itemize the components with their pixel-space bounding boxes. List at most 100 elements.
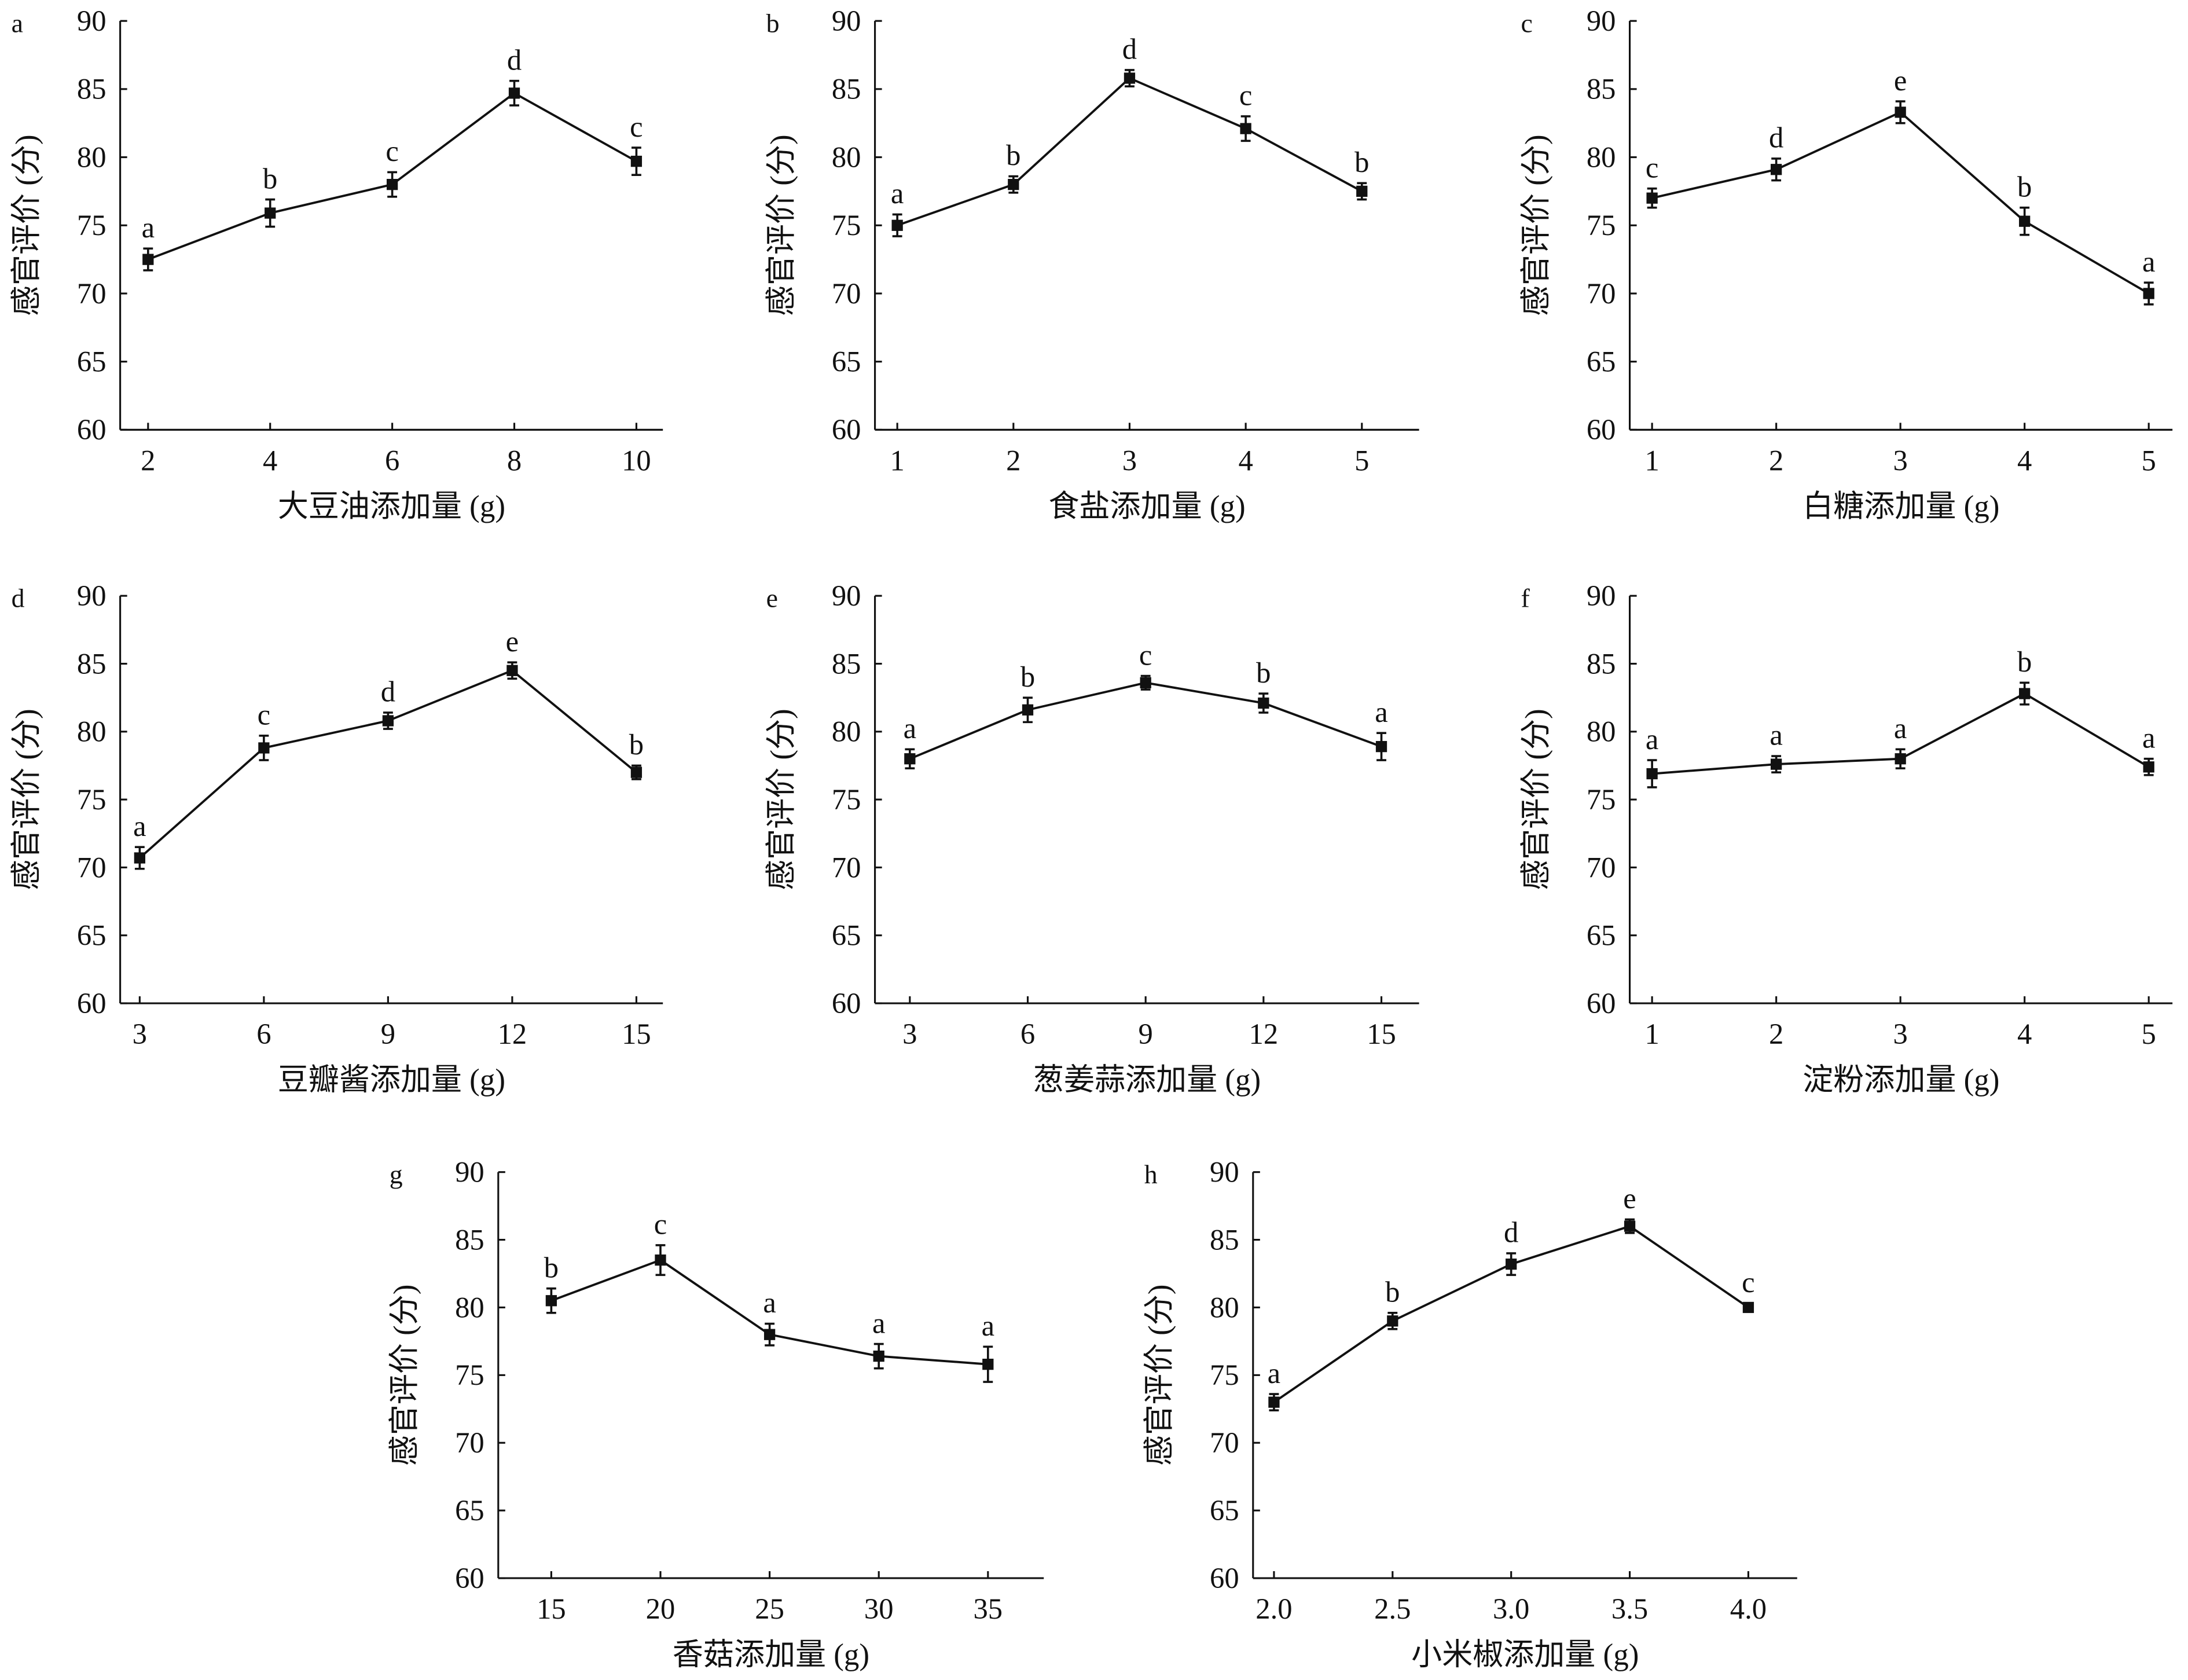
y-tick-label: 75 (1587, 209, 1616, 241)
significance-letter: b (544, 1251, 559, 1283)
x-tick-label: 4.0 (1730, 1593, 1767, 1625)
significance-letter: c (386, 135, 398, 167)
data-point (1140, 677, 1151, 688)
significance-letter: d (1769, 122, 1783, 154)
y-tick-label: 80 (1587, 141, 1616, 173)
x-tick-label: 35 (974, 1593, 1003, 1625)
x-tick-label: 3 (1893, 444, 1907, 476)
data-point (1258, 697, 1269, 709)
x-tick-label: 15 (537, 1593, 566, 1625)
y-tick-label: 85 (832, 647, 861, 680)
x-axis-label: 淀粉添加量 (g) (1802, 1063, 1999, 1096)
data-point (265, 207, 276, 219)
series-line (909, 681, 1382, 760)
y-tick-label: 90 (455, 1156, 484, 1189)
data-point (630, 155, 643, 167)
data-point (630, 766, 643, 778)
y-tick-label: 75 (1587, 783, 1616, 816)
significance-letter: b (1256, 656, 1271, 689)
y-tick-label: 90 (1210, 1156, 1239, 1189)
x-tick-label: 15 (622, 1018, 651, 1050)
significance-letter: b (2017, 645, 2032, 678)
y-tick-label: 85 (77, 647, 107, 680)
data-point (382, 715, 394, 727)
significance-letter: c (1239, 79, 1252, 112)
significance-letter: c (1646, 151, 1658, 184)
y-tick-label: 75 (1210, 1359, 1239, 1391)
x-tick-label: 5 (2142, 444, 2156, 476)
y-tick-label: 65 (1587, 919, 1616, 952)
y-tick-label: 80 (1587, 716, 1616, 748)
panel-label: b (766, 8, 780, 38)
y-axis-label: 感官评价 (分) (765, 134, 798, 316)
significance-letter: b (1020, 661, 1035, 693)
data-point (1022, 704, 1034, 716)
significance-letter: d (381, 676, 395, 708)
x-tick-label: 3 (1893, 1018, 1907, 1050)
data-point (506, 665, 518, 676)
y-tick-label: 80 (832, 141, 861, 173)
y-tick-label: 60 (1587, 413, 1616, 446)
y-axis-label: 感官评价 (分) (1143, 1285, 1176, 1466)
x-axis-label: 食盐添加量 (g) (1049, 490, 1246, 523)
x-tick-label: 12 (498, 1018, 527, 1050)
significance-letter: e (1894, 64, 1907, 97)
y-tick-label: 60 (77, 987, 107, 1019)
y-tick-label: 85 (832, 73, 861, 105)
x-tick-label: 3 (133, 1018, 147, 1050)
data-point (1375, 740, 1387, 753)
x-tick-label: 4 (2017, 1018, 2032, 1050)
y-tick-label: 70 (1587, 851, 1616, 883)
y-tick-label: 65 (455, 1494, 484, 1527)
x-tick-label: 25 (755, 1593, 784, 1625)
x-tick-label: 2.5 (1374, 1593, 1411, 1625)
significance-letter: a (763, 1286, 776, 1319)
significance-letter: b (263, 162, 277, 195)
x-axis-label: 白糖添加量 (g) (1802, 490, 1999, 523)
significance-letter: c (654, 1208, 667, 1241)
chart-panel-e: e 60 65 70 75 80 85 90 3 6 9 12 15 葱姜蒜添加量 (g) 感官评价 (分)… (765, 579, 1419, 1096)
y-tick-label: 70 (455, 1426, 484, 1459)
data-point (142, 254, 154, 265)
significance-letter: d (507, 43, 522, 76)
y-tick-label: 70 (1587, 277, 1616, 310)
significance-letter: a (1770, 719, 1782, 751)
y-tick-label: 70 (832, 851, 861, 883)
data-point (1008, 179, 1019, 190)
y-tick-label: 80 (455, 1291, 484, 1323)
significance-letter: a (1646, 723, 1658, 755)
x-tick-label: 3 (1122, 444, 1137, 476)
significance-letter: a (1894, 712, 1907, 744)
significance-letter: a (1375, 696, 1387, 728)
significance-letter: a (904, 712, 916, 744)
significance-letter: c (258, 699, 270, 731)
y-tick-label: 90 (832, 579, 861, 612)
data-point (1624, 1220, 1636, 1232)
x-tick-label: 4 (2017, 444, 2032, 476)
y-tick-label: 75 (77, 783, 107, 816)
x-tick-label: 4 (263, 444, 277, 476)
significance-letter: a (1268, 1357, 1280, 1389)
x-tick-label: 9 (381, 1018, 395, 1050)
y-tick-label: 90 (1587, 5, 1616, 37)
x-tick-label: 2 (1769, 1018, 1783, 1050)
x-tick-label: 1 (890, 444, 904, 476)
chart-panel-a: a 60 65 70 75 80 85 90 2 4 6 8 10 大豆油添加量 (g) 感官评价 (分) a… (10, 5, 663, 523)
data-point (904, 753, 916, 765)
significance-letter: c (1742, 1266, 1754, 1298)
y-tick-label: 60 (77, 413, 107, 446)
x-axis-label: 小米椒添加量 (g) (1411, 1638, 1639, 1671)
significance-letter: c (630, 111, 643, 143)
y-tick-label: 65 (77, 919, 107, 952)
y-tick-label: 60 (1587, 987, 1616, 1019)
data-point (891, 219, 903, 231)
chart-panel-f: f 60 65 70 75 80 85 90 1 2 3 4 5 淀粉添加量 (g) 感官评价 (分) a a a… (1519, 579, 2173, 1096)
x-tick-label: 6 (385, 444, 399, 476)
data-point (1646, 192, 1658, 204)
y-axis-label: 感官评价 (分) (388, 1285, 421, 1466)
x-tick-label: 9 (1139, 1018, 1153, 1050)
x-tick-label: 15 (1367, 1018, 1396, 1050)
x-tick-label: 5 (1354, 444, 1369, 476)
y-tick-label: 70 (1210, 1426, 1239, 1459)
y-axis-label: 感官评价 (分) (1519, 709, 1553, 890)
